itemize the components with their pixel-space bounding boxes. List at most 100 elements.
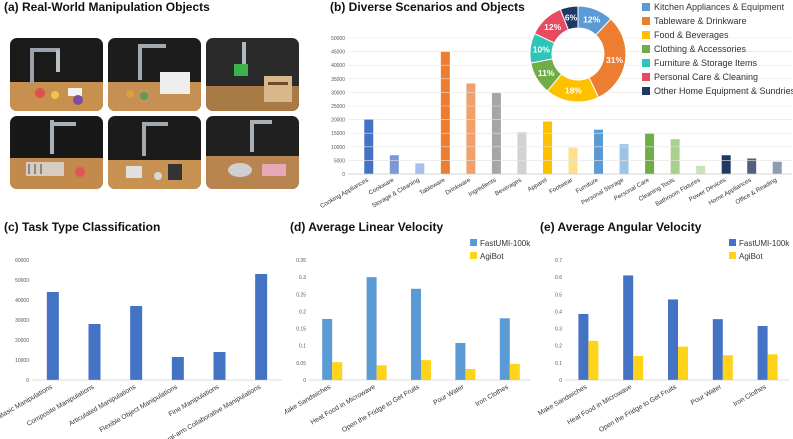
y-tick-label: 60000: [15, 258, 29, 264]
bar: [619, 144, 629, 174]
bar: [517, 132, 527, 174]
bar: [213, 352, 226, 380]
panel-d-title: (d) Average Linear Velocity: [290, 220, 444, 234]
y-tick-label: 0.35: [296, 258, 306, 264]
panel-a-title: (a) Real-World Manipulation Objects: [4, 0, 210, 14]
y-tick-label: 10000: [15, 358, 29, 364]
bar: [332, 362, 343, 380]
x-tick-label: Tableware: [418, 176, 446, 196]
x-tick-label: Open the Fridge to Get Fruits: [598, 383, 679, 434]
bar: [366, 277, 377, 380]
bar: [509, 363, 520, 380]
bar: [767, 354, 778, 380]
bar: [594, 129, 604, 174]
y-tick-label: 0.3: [299, 275, 306, 281]
legend-label: Tableware & Drinkware: [654, 16, 747, 26]
legend-swatch: [729, 252, 736, 259]
legend-swatch: [729, 239, 736, 246]
y-tick-label: 25000: [331, 104, 345, 110]
chart-b: 0 5000 10000 15000 20000 25000 30000 35000 40000…: [319, 36, 792, 210]
chart-b-legend: Kitchen Appliances & Equipment Tableware…: [642, 2, 793, 110]
panel-c-title: (c) Task Type Classification: [4, 220, 161, 234]
y-tick-label: 40000: [15, 298, 29, 304]
bar: [696, 165, 706, 174]
y-tick-label: 50000: [15, 278, 29, 284]
bar: [389, 155, 399, 174]
legend-label: FastUMI-100k: [480, 239, 531, 248]
y-tick-label: 0: [559, 378, 562, 384]
legend-label: Kitchen Appliances & Equipment: [654, 2, 785, 12]
chart-e: 00.10.20.30.40.50.60.7 Make SandwichesHe…: [537, 239, 790, 434]
y-tick-label: 35000: [331, 77, 345, 83]
y-tick-label: 0.1: [555, 361, 562, 367]
donut-slice: [588, 18, 627, 99]
bar: [722, 355, 733, 380]
y-tick-label: 50000: [331, 36, 345, 42]
y-tick-label: 0.05: [296, 361, 306, 367]
x-tick-label: Flexible Object Manipulations: [98, 383, 179, 434]
legend-label: Clothing & Accessories: [654, 44, 747, 54]
chart-d: 00.050.10.150.20.250.30.35 Make Sandwich…: [285, 239, 531, 434]
x-tick-label: Pour Water: [432, 383, 466, 406]
legend-label: AgiBot: [480, 252, 504, 261]
bar: [721, 155, 731, 174]
y-tick-label: 0: [26, 378, 29, 384]
robot-photo: [10, 38, 103, 111]
robot-photo: [10, 116, 103, 189]
y-tick-label: 0.5: [555, 292, 562, 298]
legend-label: Personal Care & Cleaning: [654, 72, 759, 82]
photo-grid: [10, 38, 300, 190]
legend-item: Clothing & Accessories: [642, 44, 746, 54]
robot-photo: [206, 38, 299, 111]
legend-swatch: [470, 239, 477, 246]
y-tick-label: 0.2: [555, 344, 562, 350]
y-tick-label: 0: [303, 378, 306, 384]
y-tick-label: 0.25: [296, 292, 306, 298]
donut-label: 31%: [606, 55, 623, 65]
bar: [747, 158, 757, 174]
donut-label: 18%: [565, 86, 582, 96]
bar: [376, 365, 387, 380]
donut-label: 12%: [544, 22, 561, 32]
y-tick-label: 40000: [331, 63, 345, 69]
legend-label: Food & Beverages: [654, 30, 729, 40]
bar: [466, 83, 476, 174]
donut-label: 11%: [538, 68, 555, 78]
panel-e-title: (e) Average Angular Velocity: [540, 220, 702, 234]
bar: [772, 161, 782, 174]
legend-item: Furniture & Storage Items: [642, 58, 757, 68]
panel-b-title: (b) Diverse Scenarios and Objects: [330, 0, 525, 14]
bar: [88, 324, 101, 380]
x-tick-label: Ingredients: [467, 177, 497, 198]
bar: [578, 314, 589, 380]
robot-photo: [206, 116, 299, 189]
legend-item: Other Home Equipment & Sundries: [642, 86, 793, 96]
x-tick-label: Pour Water: [690, 383, 724, 406]
y-tick-label: 20000: [331, 118, 345, 124]
bar: [588, 340, 599, 380]
bar: [670, 139, 680, 174]
bar: [171, 357, 184, 380]
bar: [645, 133, 655, 174]
y-tick-label: 0.7: [555, 258, 562, 264]
legend-item: Food & Beverages: [642, 30, 729, 40]
legend-label: Other Home Equipment & Sundries: [654, 86, 793, 96]
x-tick-label: Storage & Cleaning: [371, 176, 421, 209]
bar: [46, 292, 59, 380]
legend-item: Tableware & Drinkware: [642, 16, 747, 26]
bar: [757, 326, 768, 380]
legend-item: Kitchen Appliances & Equipment: [642, 2, 784, 12]
y-tick-label: 45000: [331, 50, 345, 56]
bar: [712, 319, 723, 380]
x-tick-label: Open the Fridge to Get Fruits: [341, 383, 422, 434]
y-tick-label: 0: [342, 172, 345, 178]
y-tick-label: 20000: [15, 338, 29, 344]
bar: [465, 369, 476, 380]
legend-label: FastUMI-100k: [739, 239, 790, 248]
bar: [499, 318, 510, 380]
y-tick-label: 5000: [334, 158, 345, 164]
y-tick-label: 30000: [15, 318, 29, 324]
bar: [633, 356, 644, 380]
y-tick-label: 0.6: [555, 275, 562, 281]
